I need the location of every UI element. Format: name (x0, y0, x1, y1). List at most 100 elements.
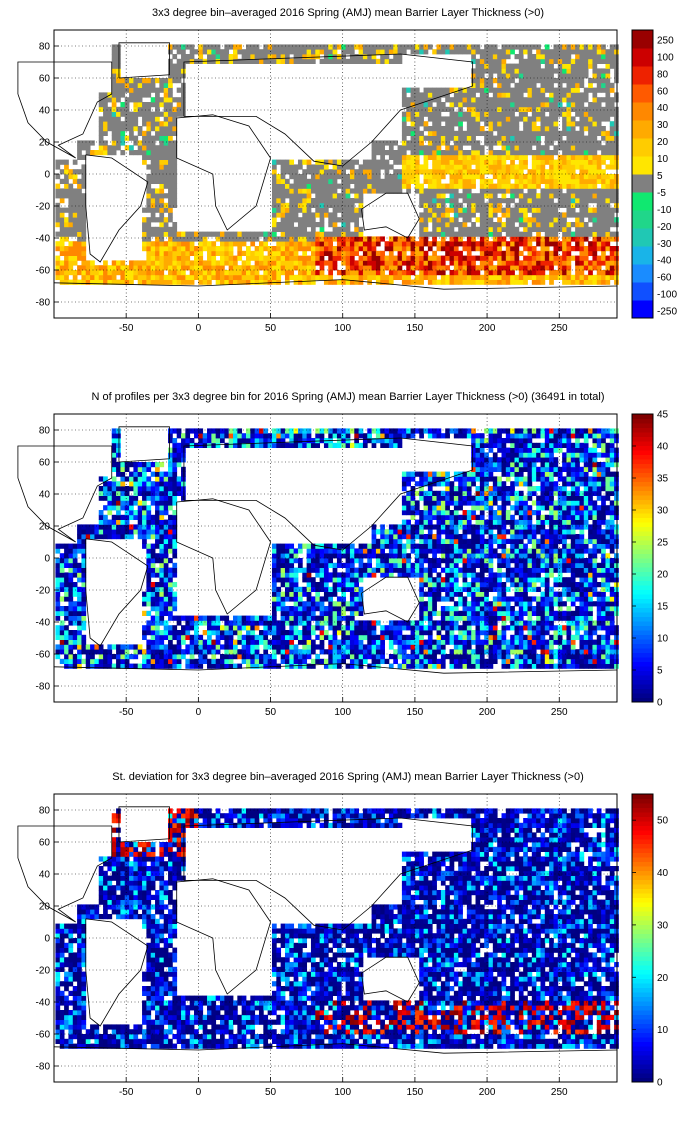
data-cell (306, 183, 312, 189)
data-cell (605, 265, 611, 271)
data-cell (297, 634, 303, 640)
data-cell (297, 198, 303, 204)
data-cell (531, 246, 537, 252)
data-cell (462, 174, 468, 180)
data-cell (362, 649, 368, 655)
data-cell (245, 663, 251, 669)
data-cell (501, 274, 507, 280)
data-cell (479, 274, 485, 280)
data-cell (159, 207, 165, 213)
data-cell (284, 212, 290, 218)
data-cell (168, 111, 173, 117)
data-cell (380, 150, 385, 156)
data-cell (449, 279, 455, 285)
data-cell (531, 260, 537, 266)
data-cell (592, 106, 598, 112)
data-cell (505, 226, 511, 232)
data-cell (540, 130, 546, 136)
data-cell (414, 663, 420, 669)
data-cell (207, 250, 212, 256)
data-cell (527, 150, 533, 156)
data-cell (81, 634, 87, 640)
data-cell (562, 198, 567, 204)
data-cell (518, 49, 524, 55)
data-cell (72, 212, 78, 218)
data-cell (254, 260, 260, 266)
data-cell (228, 44, 234, 50)
data-cell (284, 241, 290, 247)
data-cell (436, 231, 442, 237)
data-cell (159, 126, 165, 132)
data-cell (609, 663, 615, 669)
data-cell (484, 658, 489, 664)
data-cell (562, 174, 567, 180)
data-cell (432, 164, 437, 170)
data-cell (579, 663, 585, 669)
data-cell (388, 274, 394, 280)
data-cell (419, 246, 424, 252)
data-cell (432, 217, 437, 223)
data-cell (471, 274, 476, 280)
coastline (176, 114, 271, 231)
data-cell (189, 241, 195, 247)
data-cell (367, 183, 372, 189)
data-cell (514, 63, 520, 69)
data-cell (432, 226, 437, 232)
data-cell (497, 649, 502, 655)
data-cell (527, 226, 533, 232)
data-cell (527, 145, 533, 151)
data-cell (544, 217, 550, 223)
data-cell (237, 663, 243, 669)
data-cell (423, 145, 429, 151)
data-cell (380, 654, 385, 660)
data-cell (375, 649, 381, 655)
data-cell (293, 654, 299, 660)
data-cell (531, 102, 537, 108)
data-cell (544, 49, 550, 55)
data-cell (553, 202, 559, 208)
data-cell (233, 630, 238, 636)
data-cell (479, 92, 485, 98)
data-cell (553, 274, 559, 280)
colorbar-segment (632, 246, 653, 265)
data-cell (436, 145, 442, 151)
data-cell (479, 49, 485, 55)
data-cell (566, 236, 572, 242)
data-cell (440, 140, 446, 146)
data-cell (384, 49, 390, 55)
data-cell (81, 145, 87, 151)
data-cell (146, 183, 152, 189)
data-cell (181, 236, 186, 242)
data-cell (497, 154, 502, 160)
data-cell (150, 121, 156, 127)
data-cell (484, 111, 489, 117)
data-cell (168, 630, 173, 636)
data-cell (466, 178, 472, 184)
data-cell (440, 174, 446, 180)
data-cell (293, 212, 299, 218)
data-cell (181, 241, 186, 247)
data-cell (98, 126, 104, 132)
data-cell (332, 260, 338, 266)
data-cell (150, 663, 156, 669)
data-cell (583, 44, 589, 50)
data-cell (453, 255, 459, 261)
data-cell (410, 87, 416, 93)
data-cell (345, 164, 351, 170)
data-cell (319, 178, 325, 184)
data-cell (98, 106, 104, 112)
data-cell (336, 169, 342, 175)
data-cell (518, 202, 524, 208)
data-cell (570, 231, 576, 237)
data-cell (553, 78, 559, 84)
data-cell (497, 260, 502, 266)
data-cell (64, 265, 69, 271)
data-cell (410, 150, 416, 156)
data-cell (540, 630, 546, 636)
data-cell (501, 188, 507, 194)
data-cell (367, 265, 372, 271)
data-cell (150, 135, 156, 141)
data-cell (103, 150, 108, 156)
data-cell (462, 241, 468, 247)
data-cell (163, 226, 169, 232)
